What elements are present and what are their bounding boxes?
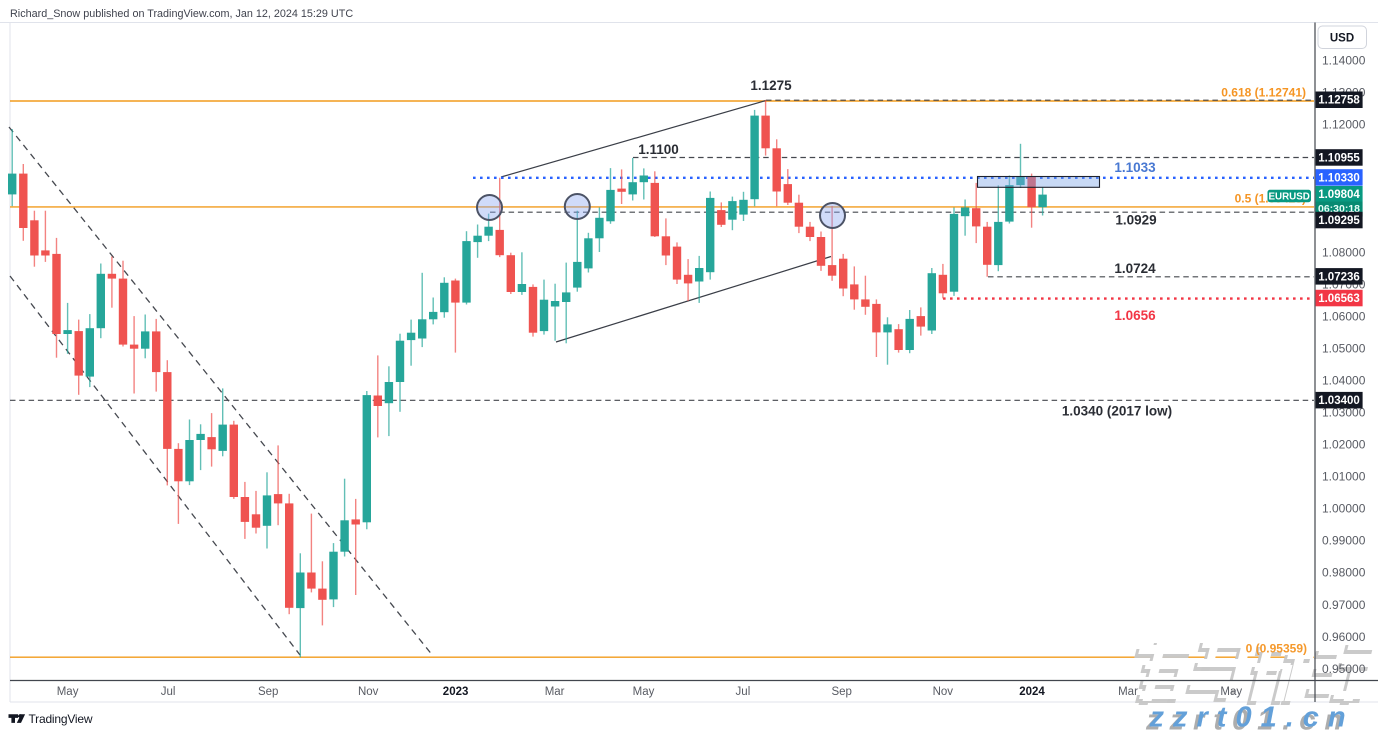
svg-text:1.0724: 1.0724 xyxy=(1114,261,1156,276)
svg-text:0.96000: 0.96000 xyxy=(1322,630,1366,644)
svg-text:1.10955: 1.10955 xyxy=(1318,152,1360,164)
svg-text:0.98000: 0.98000 xyxy=(1322,566,1366,580)
svg-text:1.1100: 1.1100 xyxy=(638,142,679,157)
svg-text:1.09804: 1.09804 xyxy=(1318,189,1360,201)
svg-text:Jul: Jul xyxy=(736,686,751,698)
svg-text:1.01000: 1.01000 xyxy=(1322,470,1366,484)
svg-text:1.10330: 1.10330 xyxy=(1318,172,1360,184)
svg-text:May: May xyxy=(57,686,79,698)
svg-text:Mar: Mar xyxy=(545,686,565,698)
svg-text:0.97000: 0.97000 xyxy=(1322,598,1366,612)
svg-text:1.0656: 1.0656 xyxy=(1114,308,1156,323)
svg-text:Nov: Nov xyxy=(358,686,379,698)
svg-text:1.08000: 1.08000 xyxy=(1322,246,1366,260)
svg-text:zzrt01.cn: zzrt01.cn xyxy=(1149,702,1355,734)
svg-text:1.03000: 1.03000 xyxy=(1322,406,1366,420)
svg-text:EURUSD: EURUSD xyxy=(1269,192,1310,203)
svg-text:1.05000: 1.05000 xyxy=(1322,342,1366,356)
svg-text:1.04000: 1.04000 xyxy=(1322,374,1366,388)
svg-text:1.02000: 1.02000 xyxy=(1322,438,1366,452)
svg-text:Mar: Mar xyxy=(1118,686,1138,698)
svg-text:1.1275: 1.1275 xyxy=(750,78,792,93)
svg-text:1.0340 (2017 low): 1.0340 (2017 low) xyxy=(1062,404,1172,419)
svg-text:2024: 2024 xyxy=(1019,686,1045,698)
svg-text:1.06563: 1.06563 xyxy=(1318,293,1360,305)
svg-text:0 (0.95359): 0 (0.95359) xyxy=(1246,641,1307,655)
svg-text:May: May xyxy=(1220,686,1242,698)
svg-text:Sep: Sep xyxy=(258,686,278,698)
svg-text:2023: 2023 xyxy=(443,686,469,698)
svg-text:1.06000: 1.06000 xyxy=(1322,310,1366,324)
svg-text:1.09295: 1.09295 xyxy=(1318,215,1360,227)
svg-text:1.07236: 1.07236 xyxy=(1318,271,1360,283)
svg-text:1.14000: 1.14000 xyxy=(1322,53,1366,67)
svg-text:0.95000: 0.95000 xyxy=(1322,662,1366,676)
svg-text:Sep: Sep xyxy=(831,686,851,698)
svg-text:0.618 (1.12741): 0.618 (1.12741) xyxy=(1221,86,1306,100)
svg-text:TradingView: TradingView xyxy=(29,712,93,726)
svg-text:1.00000: 1.00000 xyxy=(1322,502,1366,516)
svg-text:0.99000: 0.99000 xyxy=(1322,534,1366,548)
svg-text:1.12758: 1.12758 xyxy=(1318,95,1360,107)
svg-text:Jul: Jul xyxy=(161,686,176,698)
svg-text:zzrt01.cn: zzrt01.cn xyxy=(1145,705,1351,734)
svg-text:1.12000: 1.12000 xyxy=(1322,118,1366,132)
svg-text:May: May xyxy=(633,686,655,698)
svg-text:1.0929: 1.0929 xyxy=(1115,213,1156,228)
svg-text:USD: USD xyxy=(1330,33,1354,45)
svg-text:Richard_Snow published on Trad: Richard_Snow published on TradingView.co… xyxy=(10,8,353,20)
svg-text:1.1033: 1.1033 xyxy=(1114,160,1156,175)
svg-text:Nov: Nov xyxy=(933,686,954,698)
svg-text:1.03400: 1.03400 xyxy=(1318,395,1360,407)
